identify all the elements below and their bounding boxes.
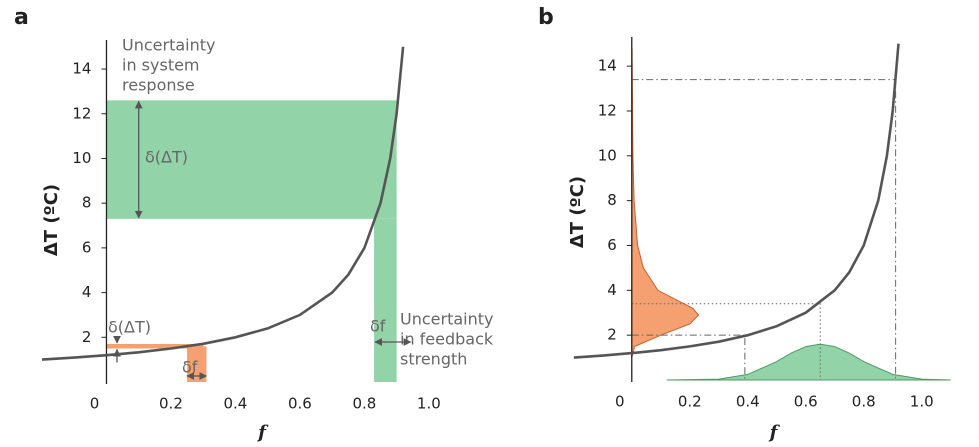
y-axis-label: ΔT (ºC) <box>41 184 62 256</box>
panel-label: b <box>538 5 554 30</box>
y-tick-label: 2 <box>82 328 92 346</box>
y-tick-label: 10 <box>598 146 617 164</box>
f-distribution <box>666 343 951 381</box>
y-tick-label: 2 <box>607 326 617 344</box>
x-tick-label: 0 <box>90 395 100 413</box>
x-tick-label: 0.4 <box>736 393 760 411</box>
x-tick-label: 0.2 <box>159 395 183 413</box>
y-tick-label: 4 <box>82 283 92 301</box>
y-tick-label: 14 <box>72 60 91 78</box>
y-tick-label: 8 <box>82 194 92 212</box>
x-tick-label: 0 <box>615 393 625 411</box>
x-axis-label: f <box>256 422 269 443</box>
annotation: δ(ΔT) <box>145 148 188 167</box>
y-axis-label: ΔT (ºC) <box>567 176 588 248</box>
guide-line <box>631 334 746 380</box>
x-tick-label: 0.4 <box>224 395 248 413</box>
y-tick-label: 12 <box>598 101 617 119</box>
x-tick-label: 0.6 <box>794 393 818 411</box>
y-tick-label: 10 <box>72 149 91 167</box>
shaded-region <box>374 218 397 382</box>
shaded-region <box>106 344 204 349</box>
response-curve <box>573 43 900 359</box>
annotation: response <box>122 76 195 95</box>
dT-distribution <box>631 48 700 358</box>
x-tick-label: 1.0 <box>910 393 934 411</box>
annotation: Uncertainty <box>400 310 493 329</box>
shaded-region <box>106 100 397 219</box>
y-tick-label: 6 <box>82 238 92 256</box>
x-tick-label: 0.8 <box>852 393 876 411</box>
annotation: in system <box>122 56 200 75</box>
y-tick-label: 12 <box>72 104 91 122</box>
y-tick-label: 14 <box>598 57 617 75</box>
x-tick-label: 1.0 <box>417 395 441 413</box>
annotation: strength <box>400 350 467 369</box>
x-tick-label: 0.2 <box>678 393 702 411</box>
x-tick-label: 0.8 <box>352 395 376 413</box>
y-tick-label: 6 <box>607 236 617 254</box>
x-axis-label: f <box>768 422 781 443</box>
guide-line <box>631 303 821 380</box>
y-tick-label: 4 <box>607 281 617 299</box>
x-tick-label: 0.6 <box>288 395 312 413</box>
annotation: Uncertainty <box>122 36 215 55</box>
response-curve <box>41 46 405 361</box>
y-tick-label: 8 <box>607 191 617 209</box>
annotation: δf <box>370 317 386 336</box>
panel-label: a <box>14 5 29 30</box>
annotation: δ(ΔT) <box>108 318 151 337</box>
annotation: in feedback <box>400 330 494 349</box>
annotation: δf <box>182 358 198 377</box>
